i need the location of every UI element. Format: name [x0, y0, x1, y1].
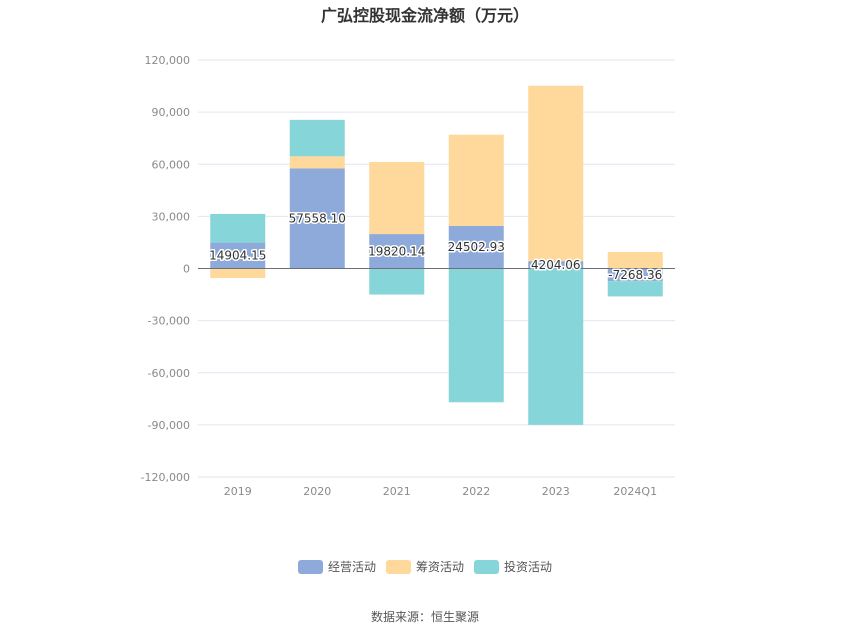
x-axis: 2019 2020 2021 2022 2023 2024Q1: [224, 485, 657, 498]
y-tick-label: 0: [183, 263, 190, 276]
legend-label: 投资活动: [504, 559, 552, 574]
x-tick-label: 2022: [462, 485, 490, 498]
x-tick-label: 2021: [383, 485, 411, 498]
y-tick-label: 120,000: [145, 54, 191, 67]
chart-title: 广弘控股现金流净额（万元）: [321, 6, 529, 25]
data-label: -7268.36: [608, 268, 662, 282]
bar-2024Q1-s0[interactable]: [607, 268, 663, 282]
y-tick-label: -90,000: [148, 419, 190, 432]
legend-item[interactable]: 筹资活动: [386, 560, 464, 574]
bar-2020-s1[interactable]: [289, 156, 345, 169]
data-label: 24502.93: [448, 240, 505, 254]
y-tick-label: 90,000: [152, 106, 191, 119]
bar-2021-s0[interactable]: [369, 234, 425, 269]
data-label: 19820.14: [368, 244, 425, 258]
grid-lines: [198, 59, 675, 478]
bar-2023-s1[interactable]: [528, 85, 584, 262]
legend[interactable]: 经营活动 筹资活动 投资活动: [298, 559, 552, 574]
bar-2022-s0[interactable]: [448, 225, 504, 269]
bar-2020-s2[interactable]: [289, 119, 345, 157]
data-label: 4204.06: [531, 258, 581, 272]
bar-2024Q1-s2[interactable]: [607, 281, 663, 297]
bar-2019-s0[interactable]: [210, 242, 266, 269]
bar-2021-s2[interactable]: [369, 268, 425, 295]
y-tick-label: -60,000: [148, 367, 190, 380]
bar-2024Q1-s1[interactable]: [607, 251, 663, 269]
bar-2021-s1[interactable]: [369, 161, 425, 235]
x-tick-label: 2020: [303, 485, 331, 498]
legend-item[interactable]: 投资活动: [474, 559, 552, 574]
legend-item[interactable]: 经营活动: [298, 560, 376, 574]
x-tick-label: 2024Q1: [613, 485, 657, 498]
bar-2019-s2[interactable]: [210, 213, 266, 243]
x-tick-label: 2023: [542, 485, 570, 498]
bar-2023-s0[interactable]: [528, 261, 584, 269]
bar-2022-s2[interactable]: [448, 268, 504, 403]
bar-2022-s1[interactable]: [448, 134, 504, 226]
legend-label: 筹资活动: [416, 560, 464, 574]
y-tick-label: -30,000: [148, 315, 190, 328]
bar-2019-s1[interactable]: [210, 268, 266, 279]
legend-swatch: [474, 560, 499, 574]
bars: [210, 85, 663, 425]
bar-2023-s2[interactable]: [528, 268, 584, 425]
data-label: 14904.15: [209, 249, 266, 263]
y-axis: 120,000 90,000 60,000 30,000 0 -30,000 -60,000…: [141, 54, 190, 484]
legend-swatch: [386, 560, 411, 574]
legend-label: 经营活动: [328, 560, 376, 574]
bar-2020-s0[interactable]: [289, 168, 345, 269]
legend-swatch: [298, 560, 323, 574]
y-tick-label: 30,000: [152, 210, 191, 223]
data-labels: 14904.15 57558.10 19820.14 24502.93 4204.06 -…: [208, 210, 664, 283]
data-source: 数据来源：恒生聚源: [371, 609, 479, 624]
y-tick-label: 60,000: [152, 158, 191, 171]
data-label: 57558.10: [289, 211, 346, 225]
x-tick-label: 2019: [224, 485, 252, 498]
y-tick-label: -120,000: [141, 471, 190, 484]
